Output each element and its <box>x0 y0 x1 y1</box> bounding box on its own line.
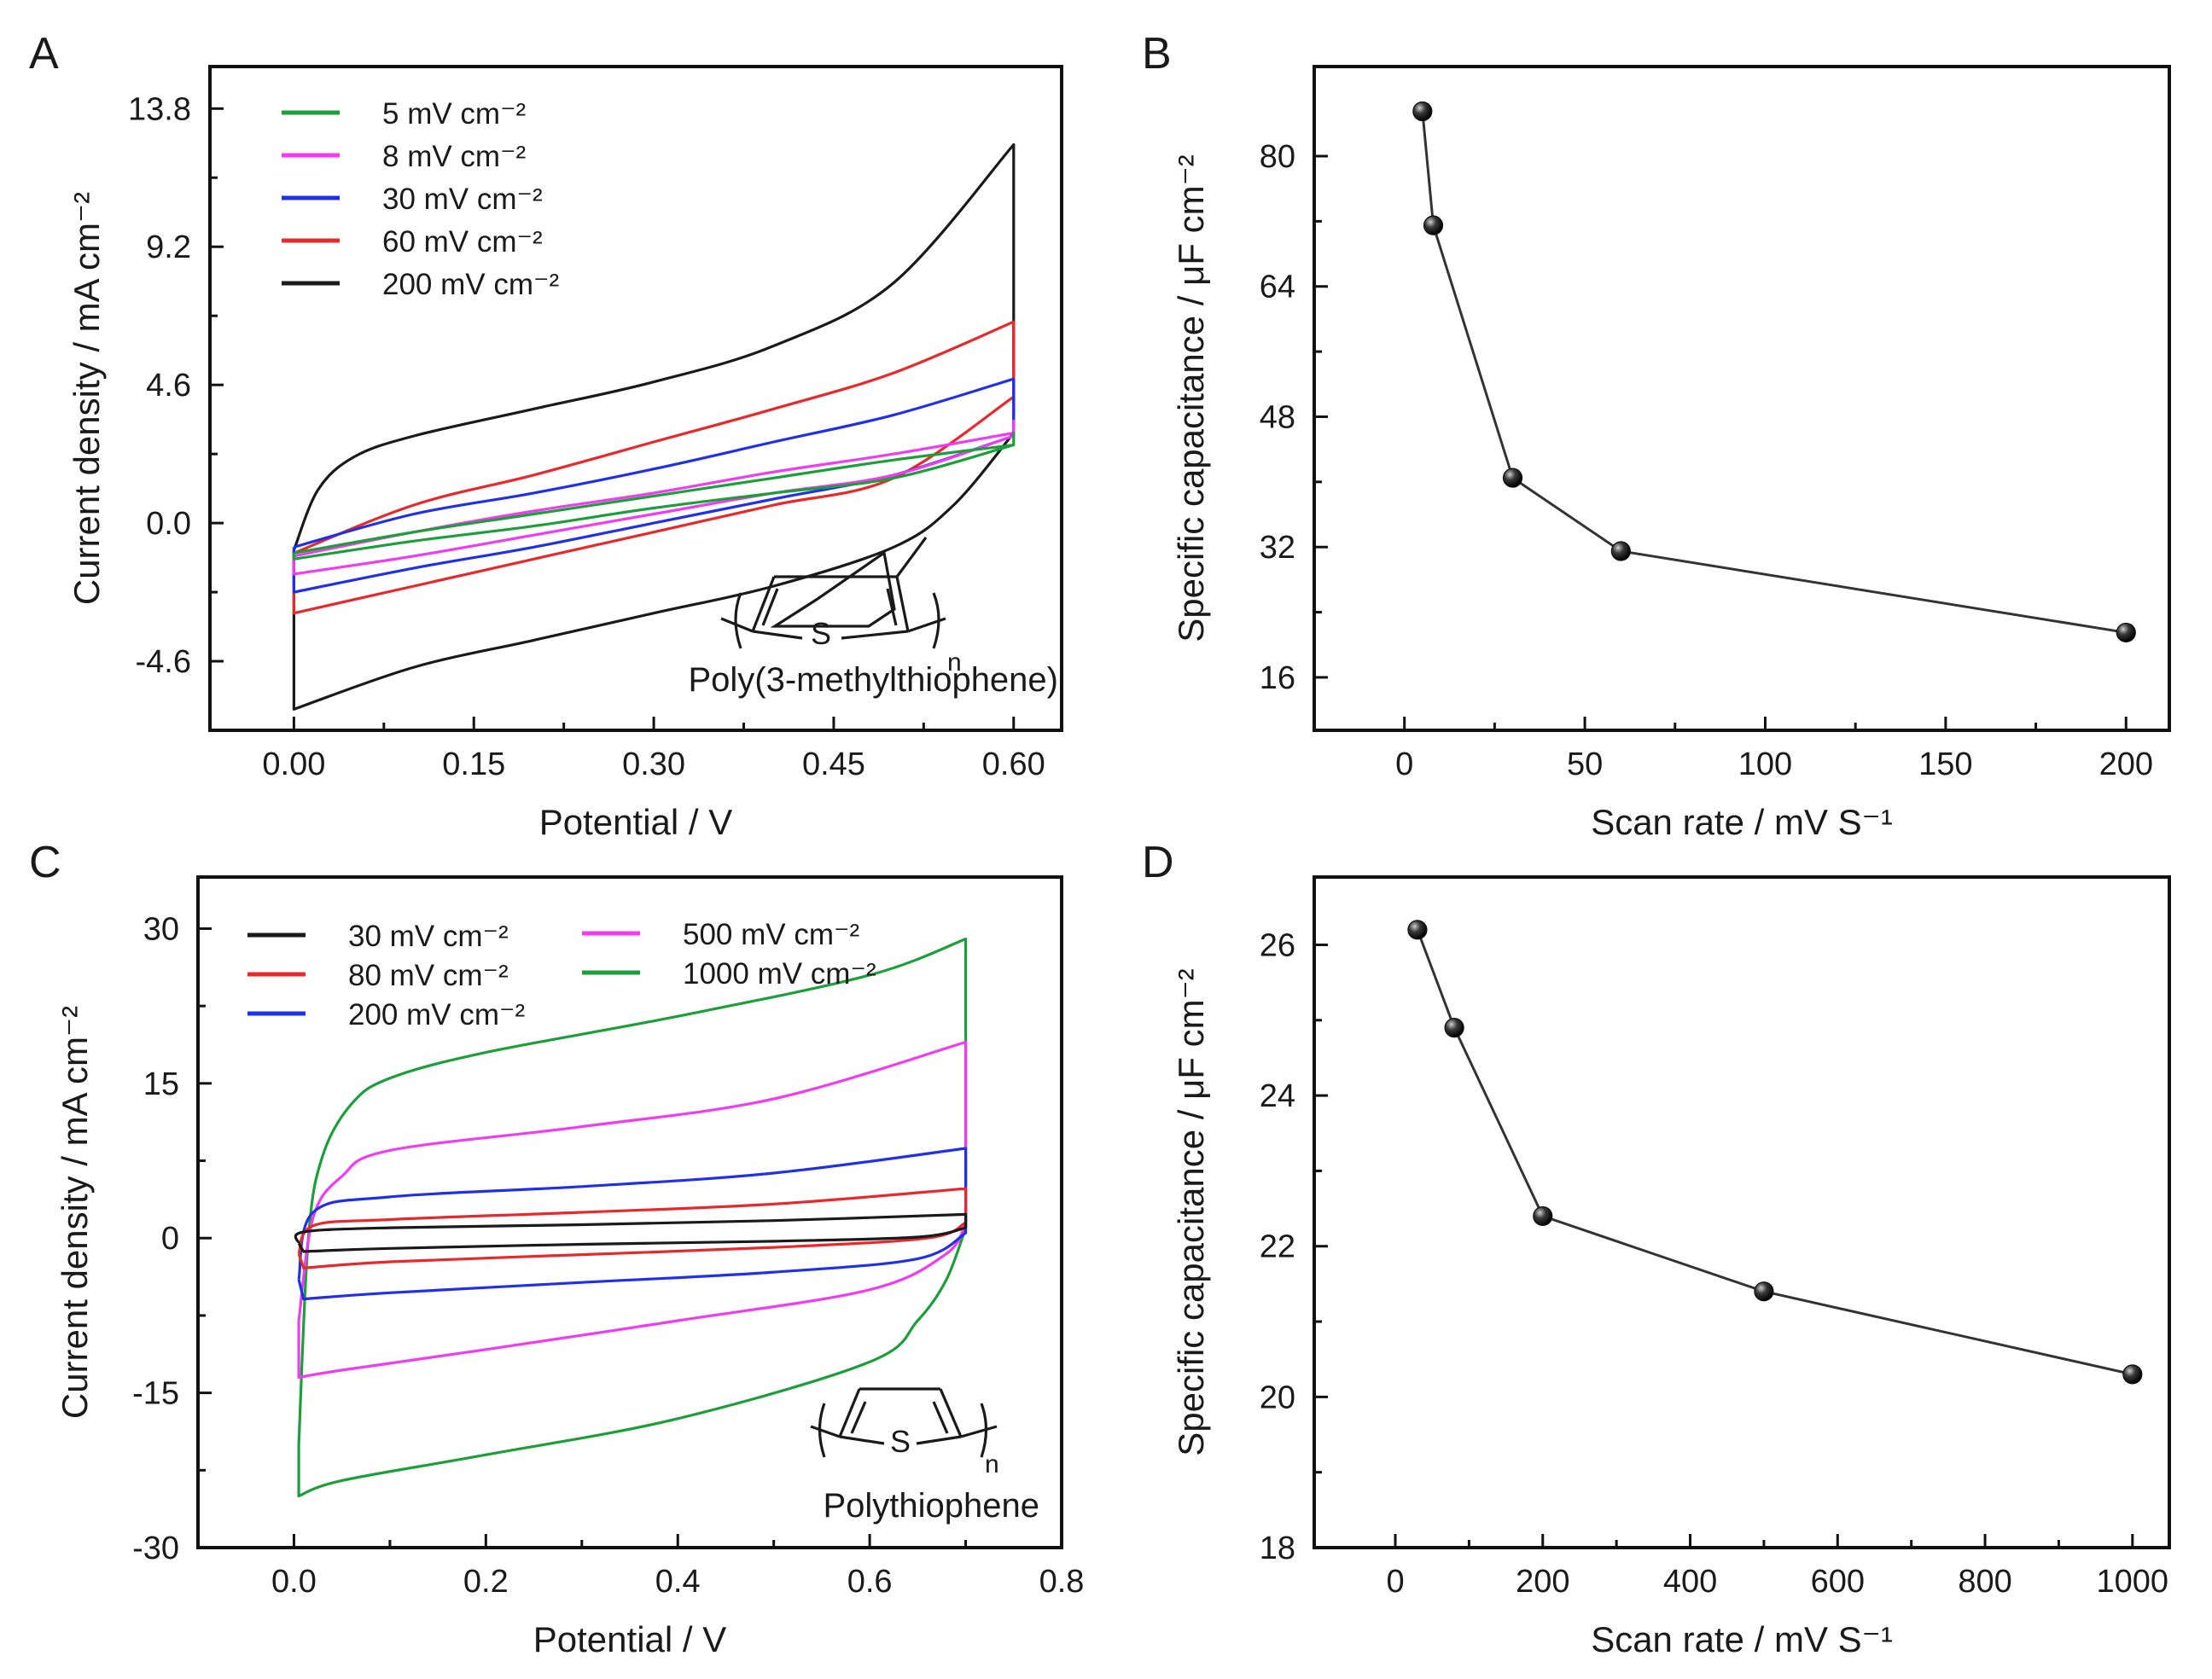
x-tick-label: 50 <box>1567 747 1603 782</box>
data-point-500 <box>1754 1281 1774 1302</box>
legend-label: 30 mV cm⁻² <box>382 183 543 216</box>
x-tick-label: 0.4 <box>655 1564 701 1600</box>
y-tick-label: 0 <box>161 1221 179 1257</box>
y-tick-label: 16 <box>1260 660 1295 696</box>
x-tick-label: 600 <box>1811 1564 1865 1600</box>
data-point-30 <box>1407 920 1428 940</box>
panel-b-capacitance-chart: 0 50 100 150 200 16 32 48 64 80 Scan rate / mV S⁻¹… <box>1171 65 2171 842</box>
y-axis-label: Current density / mA cm⁻² <box>55 1006 95 1419</box>
cv-curve-5-mv <box>292 431 1016 561</box>
legend-label: 200 mV cm⁻² <box>348 998 525 1031</box>
x-tick-label: 150 <box>1918 747 1972 782</box>
data-point-80 <box>1444 1018 1464 1038</box>
cv-curve-30-mv <box>294 1212 968 1253</box>
data-point-30 <box>1502 468 1523 488</box>
x-tick-label: 200 <box>2099 747 2153 782</box>
x-tick-label: 0.45 <box>802 747 865 782</box>
polymer-subscript-n-a: n <box>947 648 962 677</box>
legend-label: 8 mV cm⁻² <box>382 140 526 173</box>
y-tick-label: 0.0 <box>146 506 191 542</box>
legend-label: 30 mV cm⁻² <box>348 920 509 953</box>
data-point-60 <box>1610 541 1631 561</box>
y-tick-label: 20 <box>1260 1380 1295 1415</box>
legend-label: 80 mV cm⁻² <box>348 959 509 992</box>
legend-label: 5 mV cm⁻² <box>382 97 526 131</box>
y-tick-label: -30 <box>132 1531 179 1566</box>
panel-label-a: A <box>29 29 59 78</box>
x-axis-label: Scan rate / mV S⁻¹ <box>1591 802 1893 842</box>
y-tick-label: -4.6 <box>136 644 191 680</box>
y-tick-label: 9.2 <box>146 229 191 265</box>
thiophene-s-atom-c: S <box>890 1424 911 1459</box>
panel-a-cv-chart: 0.00 0.15 0.30 0.45 0.60 -4.6 0.0 4.6 9.2 13.8 Pot… <box>67 65 1063 842</box>
cv-curve-1000-mv <box>297 938 968 1498</box>
x-tick-label: 100 <box>1738 747 1792 782</box>
plot-frame-A <box>208 65 1063 732</box>
y-tick-label: 80 <box>1260 139 1295 175</box>
x-tick-label: 0 <box>1395 747 1413 782</box>
x-tick-label: 200 <box>1516 1564 1569 1600</box>
y-axis-label: Current density / mA cm⁻² <box>67 192 107 605</box>
poly3-methylthiophene-structure <box>720 537 946 649</box>
x-tick-label: 0.60 <box>982 747 1045 782</box>
legend-label: 200 mV cm⁻² <box>382 268 559 301</box>
y-tick-label: 48 <box>1260 399 1295 435</box>
plot-frame-B <box>1313 65 2171 732</box>
panel-c-cv-chart: 0.0 0.2 0.4 0.6 0.8 -30 -15 0 15 30 Potential / V C… <box>55 875 1085 1659</box>
cv-curve-200-mv <box>292 142 1016 711</box>
ring-bond-a-right <box>841 630 909 640</box>
x-axis-label: Potential / V <box>533 1619 726 1659</box>
y-axis-label: Specific capacitance / μF cm⁻² <box>1171 968 1211 1456</box>
y-axis-label: Specific capacitance / μF cm⁻² <box>1171 154 1211 642</box>
polymer-subscript-n-c: n <box>985 1450 999 1479</box>
x-tick-label: 0.15 <box>442 747 505 782</box>
x-tick-label: 800 <box>1958 1564 2011 1600</box>
y-tick-label: 18 <box>1260 1531 1295 1566</box>
y-tick-label: 4.6 <box>146 368 191 404</box>
x-axis-label: Potential / V <box>539 802 732 842</box>
x-tick-label: 0.2 <box>463 1564 509 1600</box>
legend-label: 60 mV cm⁻² <box>382 225 543 259</box>
x-tick-label: 0.30 <box>622 747 685 782</box>
y-tick-label: 15 <box>143 1066 179 1102</box>
panel-d-capacitance-chart: 0 200 400 600 800 1000 18 20 22 24 26 Scan rate / m… <box>1171 875 2171 1659</box>
x-axis-label: Scan rate / mV S⁻¹ <box>1591 1619 1893 1659</box>
data-point-200 <box>2116 622 2136 643</box>
panel-label-b: B <box>1142 29 1172 78</box>
x-tick-label: 0.0 <box>271 1564 317 1600</box>
data-point-1000 <box>2122 1364 2143 1385</box>
polymer-name-label: Poly(3-methylthiophene) <box>688 661 1058 699</box>
plot-frame-D <box>1313 875 2171 1549</box>
y-tick-label: 64 <box>1260 270 1295 305</box>
data-point-8 <box>1423 215 1444 235</box>
ring-bond-a-left <box>752 630 803 640</box>
legend-label: 1000 mV cm⁻² <box>683 957 876 991</box>
x-tick-label: 0.6 <box>847 1564 893 1600</box>
panel-label-d: D <box>1142 838 1174 887</box>
y-tick-label: 32 <box>1260 530 1295 566</box>
data-point-200 <box>1533 1206 1553 1227</box>
polythiophene-structure <box>810 1387 998 1458</box>
polymer-name-label: Polythiophene <box>823 1487 1039 1525</box>
data-point-5 <box>1412 101 1433 122</box>
plot-frame-C <box>196 875 1063 1549</box>
cv-curve-30-mv <box>292 377 1016 594</box>
legend-label: 500 mV cm⁻² <box>683 918 859 951</box>
y-tick-label: 24 <box>1260 1078 1295 1114</box>
x-tick-label: 0.00 <box>262 747 325 782</box>
x-tick-label: 1000 <box>2097 1564 2169 1600</box>
y-tick-label: -15 <box>132 1376 179 1412</box>
y-tick-label: 13.8 <box>128 91 191 127</box>
x-tick-label: 400 <box>1663 1564 1717 1600</box>
x-tick-label: 0.8 <box>1039 1564 1085 1600</box>
y-tick-label: 26 <box>1260 927 1295 963</box>
y-tick-label: 22 <box>1260 1229 1295 1265</box>
y-tick-label: 30 <box>143 911 179 947</box>
panel-label-c: C <box>29 838 61 887</box>
thiophene-s-atom-a: S <box>811 616 831 651</box>
x-tick-label: 0 <box>1386 1564 1404 1600</box>
cv-curve-500-mv <box>297 1040 968 1380</box>
